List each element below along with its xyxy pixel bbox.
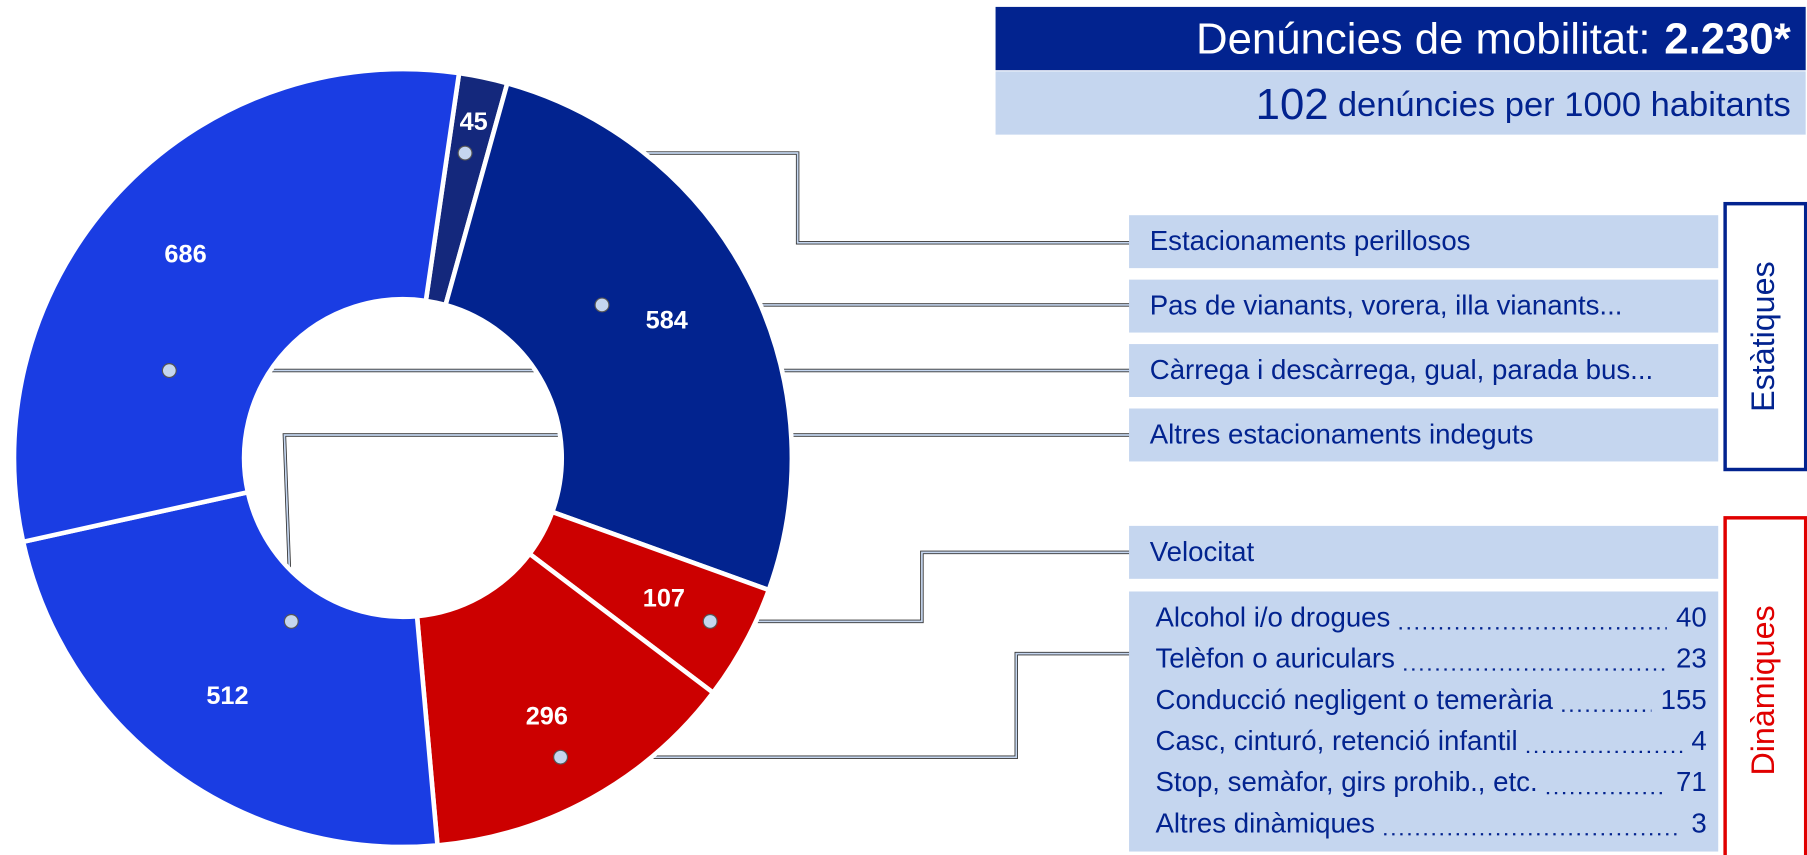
- title-text: Denúncies de mobilitat:: [1196, 14, 1650, 63]
- data-label: 45: [460, 108, 488, 136]
- legend-label: Pas de vianants, vorera, illa vianants..…: [1150, 290, 1623, 321]
- callout-line: [710, 551, 1132, 623]
- callout-dot: [161, 363, 177, 379]
- title: Denúncies de mobilitat: 2.230*: [1196, 14, 1791, 63]
- donut-segment: [11, 66, 462, 545]
- legend-label: Altres estacionaments indeguts: [1150, 418, 1534, 449]
- group-box: [1723, 516, 1807, 855]
- callout-dot: [553, 749, 569, 765]
- breakdown-label: Conducció negligent o temerària: [1156, 684, 1554, 715]
- breakdown-label: Stop, semàfor, girs prohib., etc.: [1156, 766, 1538, 797]
- breakdown-value: 71: [1676, 766, 1707, 797]
- legend-label: Estacionaments perillosos: [1150, 225, 1471, 256]
- legend-box: [1129, 279, 1719, 333]
- breakdown-label: Telèfon o auriculars: [1156, 643, 1395, 674]
- breakdown-label: Altres dinàmiques: [1156, 807, 1375, 838]
- legend-label: Velocitat: [1150, 536, 1255, 567]
- data-label: 512: [206, 682, 248, 710]
- breakdown-value: 4: [1691, 725, 1706, 756]
- callout-line: [283, 434, 1132, 622]
- breakdown-label: Alcohol i/o drogues: [1156, 601, 1391, 632]
- data-label: 296: [526, 702, 568, 730]
- breakdown-value: 155: [1661, 684, 1707, 715]
- data-label: 584: [646, 307, 688, 335]
- breakdown-value: 3: [1691, 807, 1706, 838]
- donut-segment: [414, 550, 717, 848]
- breakdown-label: Casc, cinturó, retenció infantil: [1156, 725, 1518, 756]
- breakdown-box: [1129, 591, 1719, 852]
- breakdown-value: 40: [1676, 601, 1707, 632]
- legend-box: [1129, 525, 1719, 579]
- group-box: [1723, 201, 1807, 472]
- title-box: [995, 6, 1806, 71]
- rate-text: denúncies per 1000 habitants: [1338, 86, 1791, 124]
- subtitle-box: [995, 71, 1806, 135]
- total: 2.230*: [1664, 14, 1790, 63]
- legend-box: [1129, 344, 1719, 398]
- group-label: Estàtiques: [1745, 261, 1781, 411]
- callout-dot: [283, 613, 299, 629]
- callout-dot: [594, 297, 610, 313]
- callout-dot: [457, 145, 473, 161]
- breakdown-value: 23: [1676, 643, 1707, 674]
- data-label: 107: [643, 584, 685, 612]
- legend-label: Càrrega i descàrrega, gual, parada bus..…: [1150, 354, 1653, 385]
- group-label: Dinàmiques: [1745, 605, 1781, 775]
- legend-box: [1129, 408, 1719, 462]
- data-label: 686: [164, 240, 206, 268]
- callout-line: [560, 652, 1132, 759]
- donut-segment: [20, 489, 440, 850]
- legend-box: [1129, 215, 1719, 269]
- donut-segment: [442, 80, 795, 593]
- rate: 102: [1256, 80, 1329, 129]
- callout-dot: [702, 613, 718, 629]
- subtitle: 102 denúncies per 1000 habitants: [1256, 80, 1791, 129]
